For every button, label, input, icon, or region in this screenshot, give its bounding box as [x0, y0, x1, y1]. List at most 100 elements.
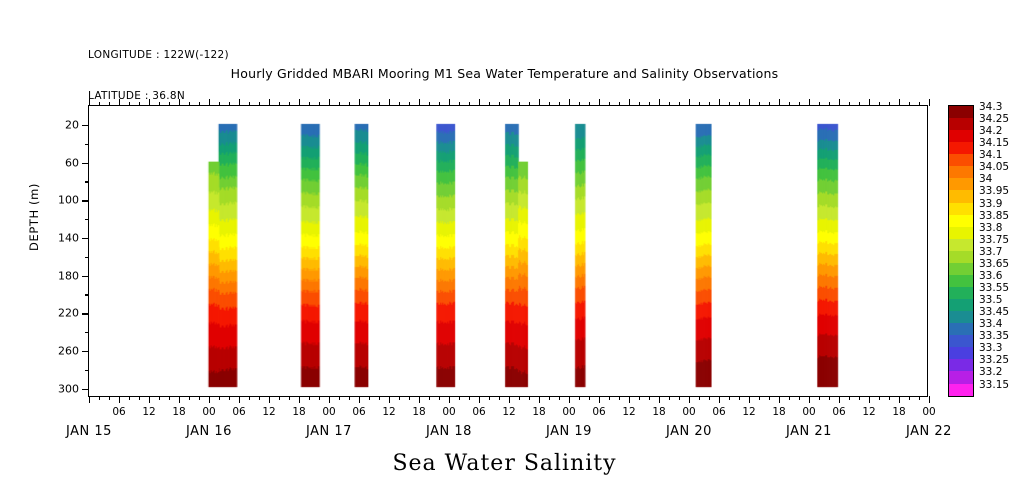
x-axis-top-tick — [99, 102, 101, 106]
x-axis-minor-tick — [699, 396, 701, 400]
x-axis-top-tick — [269, 99, 271, 106]
x-axis-minor-tick — [619, 396, 621, 400]
x-axis-top-tick — [809, 99, 811, 106]
x-axis-top-tick — [789, 102, 791, 106]
y-axis-title: DEPTH (m) — [27, 183, 41, 251]
x-axis-tick — [929, 396, 931, 403]
x-axis-tick — [239, 396, 241, 403]
x-axis-top-tick — [559, 102, 561, 106]
x-axis-tick — [719, 396, 721, 403]
x-axis-tick — [749, 396, 751, 403]
x-axis-hour-label: 06 — [112, 406, 126, 418]
x-axis-top-tick — [369, 102, 371, 106]
x-axis-top-tick — [469, 102, 471, 106]
y-axis-label: 100 — [58, 193, 79, 207]
colorbar-tick-label: 33.35 — [979, 330, 1009, 343]
x-axis-top-tick — [519, 102, 521, 106]
y-axis-minor-tick — [85, 143, 89, 146]
x-axis-top-tick — [379, 102, 381, 106]
colorbar-band — [949, 359, 973, 373]
x-axis-hour-label: 18 — [652, 406, 666, 418]
x-axis-top-tick — [249, 102, 251, 106]
x-axis-minor-tick — [199, 396, 201, 400]
x-axis-minor-tick — [519, 396, 521, 400]
x-axis-hour-label: 12 — [862, 406, 876, 418]
x-axis-minor-tick — [409, 396, 411, 400]
x-axis-minor-tick — [289, 396, 291, 400]
colorbar-tick-label: 33.55 — [979, 282, 1009, 294]
y-axis-tick — [82, 200, 89, 202]
x-axis-hour-label: 00 — [202, 406, 216, 418]
x-axis-minor-tick — [729, 396, 731, 400]
colorbar-band — [949, 190, 973, 204]
x-axis-tick — [629, 396, 631, 403]
x-axis-minor-tick — [429, 396, 431, 400]
x-axis-minor-tick — [559, 396, 561, 400]
x-axis-hour-label: 12 — [262, 406, 276, 418]
x-axis-tick — [539, 396, 541, 403]
x-axis-hour-label: 12 — [502, 406, 516, 418]
x-axis-tick — [179, 396, 181, 403]
x-axis-top-tick — [359, 99, 361, 106]
x-axis-top-tick — [109, 102, 111, 106]
y-axis-minor-tick — [85, 294, 89, 296]
x-axis-tick — [359, 396, 361, 403]
x-axis-top-tick — [679, 102, 681, 106]
y-axis-tick — [82, 162, 89, 164]
colorbar-band — [949, 371, 973, 385]
x-axis-minor-tick — [489, 396, 491, 400]
x-axis-top-tick — [759, 102, 761, 106]
x-axis-top-tick — [199, 102, 201, 106]
longitude-text: LONGITUDE : 122W(-122) — [88, 49, 229, 61]
x-axis-minor-tick — [499, 396, 501, 400]
x-axis-top-tick — [649, 102, 651, 106]
x-axis-top-tick — [299, 99, 301, 106]
x-axis-minor-tick — [439, 396, 441, 400]
x-axis-hour-label: 00 — [682, 406, 696, 418]
x-axis-top-tick — [409, 102, 411, 106]
colorbar-band — [949, 214, 973, 228]
x-axis-top-tick — [829, 102, 831, 106]
colorbar-band — [949, 347, 973, 360]
x-axis-tick — [389, 396, 391, 403]
colorbar-tick-label: 34 — [979, 173, 993, 186]
x-axis-minor-tick — [279, 396, 281, 400]
x-axis-top-tick — [749, 99, 751, 106]
x-axis-minor-tick — [109, 396, 111, 400]
y-axis-label: 300 — [58, 382, 79, 396]
x-axis-top-tick — [529, 102, 531, 106]
x-axis-top-tick — [89, 99, 91, 106]
colorbar-tick-label: 33.6 — [979, 269, 1003, 282]
colorbar-tick-label: 33.4 — [979, 318, 1003, 331]
colorbar-tick-label: 34.1 — [979, 149, 1003, 162]
x-axis-top-tick — [329, 99, 331, 106]
x-axis-minor-tick — [819, 396, 821, 400]
x-axis-minor-tick — [739, 396, 741, 400]
x-axis-day-label: JAN 20 — [666, 424, 712, 439]
x-axis-top-tick — [479, 99, 481, 106]
x-axis-top-tick — [129, 102, 131, 106]
x-axis-top-tick — [569, 99, 571, 106]
x-axis-day-label: JAN 16 — [186, 424, 232, 439]
colorbar-band — [949, 154, 973, 167]
x-axis-top-tick — [259, 102, 261, 106]
x-axis-tick — [509, 396, 511, 403]
x-axis-hour-label: 12 — [382, 406, 396, 418]
colorbar-tick-label: 34.15 — [979, 137, 1009, 150]
x-axis-minor-tick — [679, 396, 681, 400]
x-axis-top-tick — [139, 102, 141, 106]
x-axis-tick — [779, 396, 781, 403]
x-axis-top-tick — [349, 102, 351, 106]
x-axis-top-tick — [589, 102, 591, 106]
x-axis-minor-tick — [669, 396, 671, 400]
x-axis-top-tick — [659, 99, 661, 106]
x-axis-top-tick — [239, 99, 241, 106]
x-axis-tick — [599, 396, 601, 403]
x-axis-minor-tick — [889, 396, 891, 400]
x-axis-top-tick — [639, 102, 641, 106]
x-axis-top-tick — [699, 102, 701, 106]
x-axis-top-tick — [209, 99, 211, 106]
x-axis-minor-tick — [399, 396, 401, 400]
x-axis-tick — [149, 396, 151, 403]
colorbar-band — [949, 311, 973, 324]
